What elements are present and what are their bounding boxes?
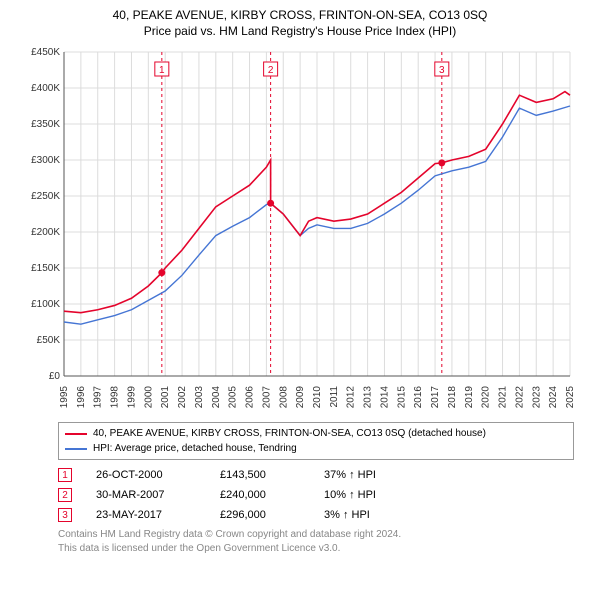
svg-text:£0: £0 bbox=[49, 371, 61, 382]
svg-text:1: 1 bbox=[159, 65, 165, 76]
tx-marker: 3 bbox=[58, 508, 72, 522]
svg-text:£400K: £400K bbox=[31, 83, 60, 94]
svg-text:2: 2 bbox=[268, 65, 274, 76]
chart-title: 40, PEAKE AVENUE, KIRBY CROSS, FRINTON-O… bbox=[10, 8, 590, 22]
svg-text:2021: 2021 bbox=[498, 386, 509, 409]
legend-swatch bbox=[65, 433, 87, 435]
tx-price: £240,000 bbox=[220, 489, 300, 501]
tx-marker: 2 bbox=[58, 488, 72, 502]
svg-text:2000: 2000 bbox=[143, 386, 154, 409]
transaction-row: 1 26-OCT-2000 £143,500 37% ↑ HPI bbox=[58, 468, 574, 482]
legend-label: HPI: Average price, detached house, Tend… bbox=[93, 441, 297, 456]
tx-marker: 1 bbox=[58, 468, 72, 482]
svg-text:£100K: £100K bbox=[31, 299, 60, 310]
svg-text:2022: 2022 bbox=[514, 386, 525, 409]
transaction-row: 3 23-MAY-2017 £296,000 3% ↑ HPI bbox=[58, 508, 574, 522]
svg-text:2010: 2010 bbox=[312, 386, 323, 409]
line-chart-svg: £0 £50K £100K £150K £200K £250K £300K £350K £400… bbox=[20, 46, 580, 416]
svg-text:2016: 2016 bbox=[413, 386, 424, 409]
footnote-line1: Contains HM Land Registry data © Crown c… bbox=[58, 528, 574, 542]
svg-text:£350K: £350K bbox=[31, 119, 60, 130]
svg-text:1996: 1996 bbox=[76, 386, 87, 409]
tx-date: 23-MAY-2017 bbox=[96, 509, 196, 521]
legend-swatch bbox=[65, 448, 87, 450]
transaction-table: 1 26-OCT-2000 £143,500 37% ↑ HPI 2 30-MAR-200… bbox=[58, 468, 574, 522]
svg-text:2008: 2008 bbox=[278, 386, 289, 409]
svg-text:2023: 2023 bbox=[531, 386, 542, 409]
svg-text:3: 3 bbox=[439, 65, 445, 76]
svg-text:2005: 2005 bbox=[228, 386, 239, 409]
svg-text:2014: 2014 bbox=[379, 386, 390, 409]
svg-text:2018: 2018 bbox=[447, 386, 458, 409]
svg-text:2003: 2003 bbox=[194, 386, 205, 409]
svg-text:2017: 2017 bbox=[430, 386, 441, 409]
svg-text:2024: 2024 bbox=[548, 386, 559, 409]
svg-text:1999: 1999 bbox=[126, 386, 137, 409]
transaction-row: 2 30-MAR-2007 £240,000 10% ↑ HPI bbox=[58, 488, 574, 502]
svg-text:2007: 2007 bbox=[261, 386, 272, 409]
svg-text:£150K: £150K bbox=[31, 263, 60, 274]
tx-pct: 37% ↑ HPI bbox=[324, 469, 414, 481]
svg-text:2019: 2019 bbox=[464, 386, 475, 409]
tx-price: £296,000 bbox=[220, 509, 300, 521]
svg-text:2012: 2012 bbox=[346, 386, 357, 409]
svg-text:£50K: £50K bbox=[37, 335, 61, 346]
svg-text:£300K: £300K bbox=[31, 155, 60, 166]
svg-text:£450K: £450K bbox=[31, 47, 60, 58]
svg-text:2006: 2006 bbox=[245, 386, 256, 409]
legend-item: 40, PEAKE AVENUE, KIRBY CROSS, FRINTON-O… bbox=[65, 426, 567, 441]
svg-text:2004: 2004 bbox=[211, 386, 222, 409]
tx-pct: 3% ↑ HPI bbox=[324, 509, 414, 521]
tx-date: 26-OCT-2000 bbox=[96, 469, 196, 481]
legend-item: HPI: Average price, detached house, Tend… bbox=[65, 441, 567, 456]
svg-text:2001: 2001 bbox=[160, 386, 171, 409]
svg-text:2011: 2011 bbox=[329, 386, 340, 408]
svg-text:2015: 2015 bbox=[396, 386, 407, 409]
svg-text:1997: 1997 bbox=[93, 386, 104, 409]
legend-label: 40, PEAKE AVENUE, KIRBY CROSS, FRINTON-O… bbox=[93, 426, 486, 441]
svg-text:1995: 1995 bbox=[59, 386, 70, 409]
svg-text:£200K: £200K bbox=[31, 227, 60, 238]
chart-subtitle: Price paid vs. HM Land Registry's House … bbox=[10, 24, 590, 38]
tx-pct: 10% ↑ HPI bbox=[324, 489, 414, 501]
legend: 40, PEAKE AVENUE, KIRBY CROSS, FRINTON-O… bbox=[58, 422, 574, 460]
footnote-line2: This data is licensed under the Open Gov… bbox=[58, 542, 574, 556]
footnote: Contains HM Land Registry data © Crown c… bbox=[58, 528, 574, 556]
chart-area: £0 £50K £100K £150K £200K £250K £300K £350K £400… bbox=[20, 46, 580, 416]
svg-text:2020: 2020 bbox=[481, 386, 492, 409]
svg-text:2013: 2013 bbox=[363, 386, 374, 409]
svg-text:2002: 2002 bbox=[177, 386, 188, 409]
tx-price: £143,500 bbox=[220, 469, 300, 481]
svg-text:£250K: £250K bbox=[31, 191, 60, 202]
svg-text:2009: 2009 bbox=[295, 386, 306, 409]
svg-text:1998: 1998 bbox=[110, 386, 121, 409]
svg-text:2025: 2025 bbox=[565, 386, 576, 409]
tx-date: 30-MAR-2007 bbox=[96, 489, 196, 501]
